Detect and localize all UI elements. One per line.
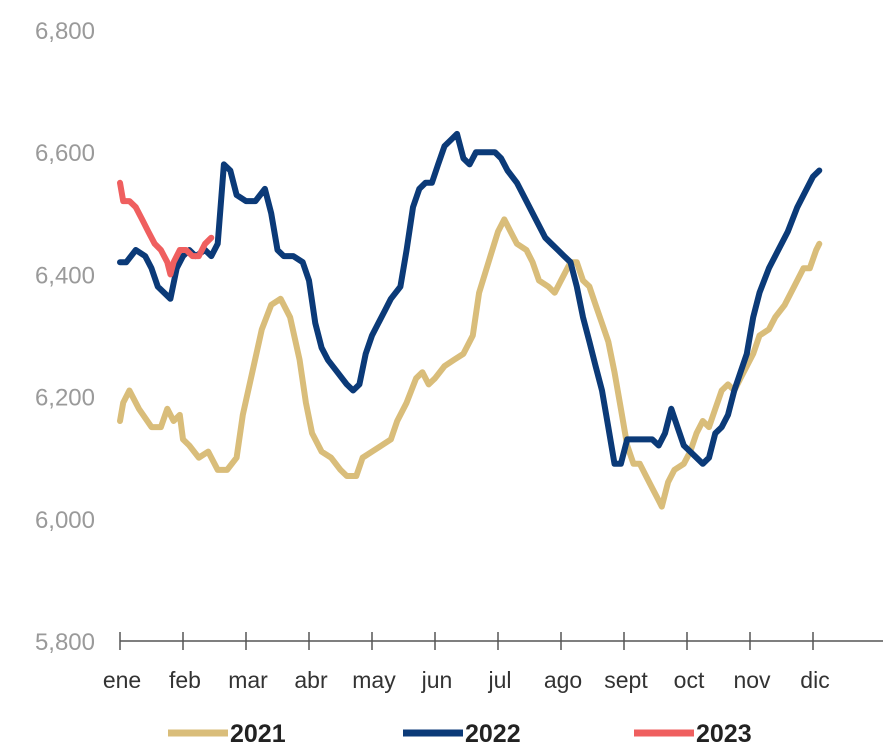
legend-label-2022: 2022 — [465, 720, 521, 748]
series-line-2022 — [117, 130, 823, 467]
y-tick-label: 5,800 — [35, 629, 95, 656]
x-tick-label: jun — [421, 667, 453, 693]
x-tick-label: dic — [800, 667, 829, 693]
y-tick-label: 6,000 — [35, 507, 95, 534]
y-tick-label: 6,200 — [35, 385, 95, 412]
x-tick-label: oct — [674, 667, 705, 693]
legend: 2021 2022 2023 — [168, 720, 752, 748]
x-tick-label: sept — [604, 667, 648, 693]
x-tick-label: feb — [169, 667, 201, 693]
series-layer — [117, 130, 823, 510]
y-tick-label: 6,400 — [35, 262, 95, 289]
y-axis-ticks: 6,800 6,600 6,400 6,200 6,000 5,800 — [35, 18, 95, 656]
x-tick-label: jul — [487, 667, 511, 693]
x-axis: ene feb mar abr may jun jul ago sept oct nov dic — [103, 632, 883, 693]
x-tick-label: ene — [103, 667, 141, 693]
x-tick-label: may — [352, 667, 396, 693]
y-tick-label: 6,600 — [35, 140, 95, 167]
x-tick-label: mar — [228, 667, 268, 693]
y-tick-label: 6,800 — [35, 18, 95, 45]
series-line-2021 — [117, 216, 823, 510]
x-tick-label: abr — [294, 667, 328, 693]
series-line-2023 — [117, 179, 215, 278]
x-tick-label: nov — [733, 667, 771, 693]
legend-label-2023: 2023 — [696, 720, 752, 748]
legend-label-2021: 2021 — [230, 720, 286, 748]
x-tick-label: ago — [544, 667, 582, 693]
